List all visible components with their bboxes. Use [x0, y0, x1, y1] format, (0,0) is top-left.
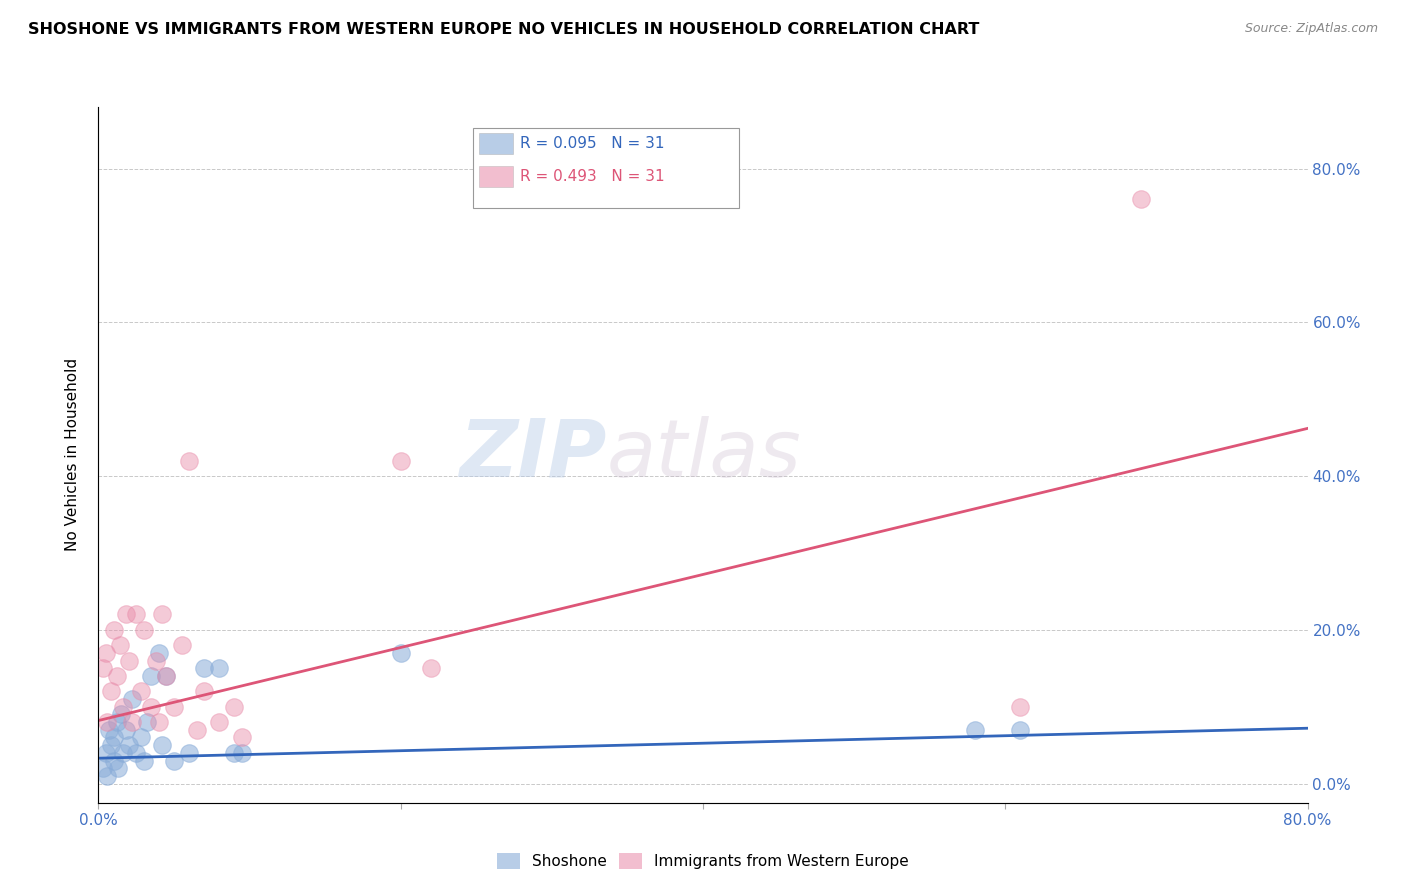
- Point: [193, 661, 215, 675]
- Point: [132, 623, 155, 637]
- Point: [208, 661, 231, 675]
- FancyBboxPatch shape: [479, 134, 513, 154]
- FancyBboxPatch shape: [479, 166, 513, 187]
- Point: [111, 746, 134, 760]
- Point: [150, 738, 173, 752]
- Point: [163, 754, 186, 768]
- Point: [96, 715, 118, 730]
- Point: [170, 638, 193, 652]
- Point: [965, 723, 987, 737]
- Point: [420, 661, 443, 675]
- Text: R = 0.493   N = 31: R = 0.493 N = 31: [520, 169, 665, 184]
- Point: [179, 746, 201, 760]
- Point: [91, 661, 114, 675]
- Point: [155, 669, 177, 683]
- Y-axis label: No Vehicles in Household: No Vehicles in Household: [65, 359, 80, 551]
- Point: [148, 646, 170, 660]
- Point: [103, 623, 125, 637]
- Point: [1010, 699, 1032, 714]
- Point: [110, 707, 132, 722]
- Point: [125, 746, 148, 760]
- Point: [91, 761, 114, 775]
- Point: [208, 715, 231, 730]
- Point: [231, 731, 253, 745]
- Point: [125, 607, 148, 622]
- Text: R = 0.095   N = 31: R = 0.095 N = 31: [520, 136, 665, 152]
- Point: [389, 453, 412, 467]
- Point: [100, 684, 122, 698]
- Point: [150, 607, 173, 622]
- Point: [148, 715, 170, 730]
- Point: [163, 699, 186, 714]
- Point: [94, 646, 117, 660]
- Point: [179, 453, 201, 467]
- Point: [135, 715, 157, 730]
- Point: [107, 761, 129, 775]
- Point: [108, 638, 131, 652]
- Point: [186, 723, 208, 737]
- Point: [155, 669, 177, 683]
- Point: [114, 723, 136, 737]
- Point: [231, 746, 253, 760]
- Point: [224, 746, 246, 760]
- Point: [129, 684, 152, 698]
- Point: [121, 715, 143, 730]
- Text: ZIP: ZIP: [458, 416, 606, 494]
- Point: [96, 769, 118, 783]
- Text: atlas: atlas: [606, 416, 801, 494]
- Point: [132, 754, 155, 768]
- Point: [118, 654, 141, 668]
- FancyBboxPatch shape: [474, 128, 740, 208]
- Point: [129, 731, 152, 745]
- Point: [389, 646, 412, 660]
- Point: [141, 669, 163, 683]
- Point: [103, 731, 125, 745]
- Point: [121, 692, 143, 706]
- Point: [100, 738, 122, 752]
- Point: [1010, 723, 1032, 737]
- Point: [1130, 192, 1153, 206]
- Point: [105, 669, 128, 683]
- Point: [98, 723, 121, 737]
- Point: [94, 746, 117, 760]
- Point: [193, 684, 215, 698]
- Point: [145, 654, 167, 668]
- Point: [105, 715, 128, 730]
- Point: [111, 699, 134, 714]
- Point: [141, 699, 163, 714]
- Point: [118, 738, 141, 752]
- Point: [224, 699, 246, 714]
- Text: SHOSHONE VS IMMIGRANTS FROM WESTERN EUROPE NO VEHICLES IN HOUSEHOLD CORRELATION : SHOSHONE VS IMMIGRANTS FROM WESTERN EURO…: [28, 22, 980, 37]
- Point: [103, 754, 125, 768]
- Legend: Shoshone, Immigrants from Western Europe: Shoshone, Immigrants from Western Europe: [491, 847, 915, 875]
- Point: [114, 607, 136, 622]
- Text: Source: ZipAtlas.com: Source: ZipAtlas.com: [1244, 22, 1378, 36]
